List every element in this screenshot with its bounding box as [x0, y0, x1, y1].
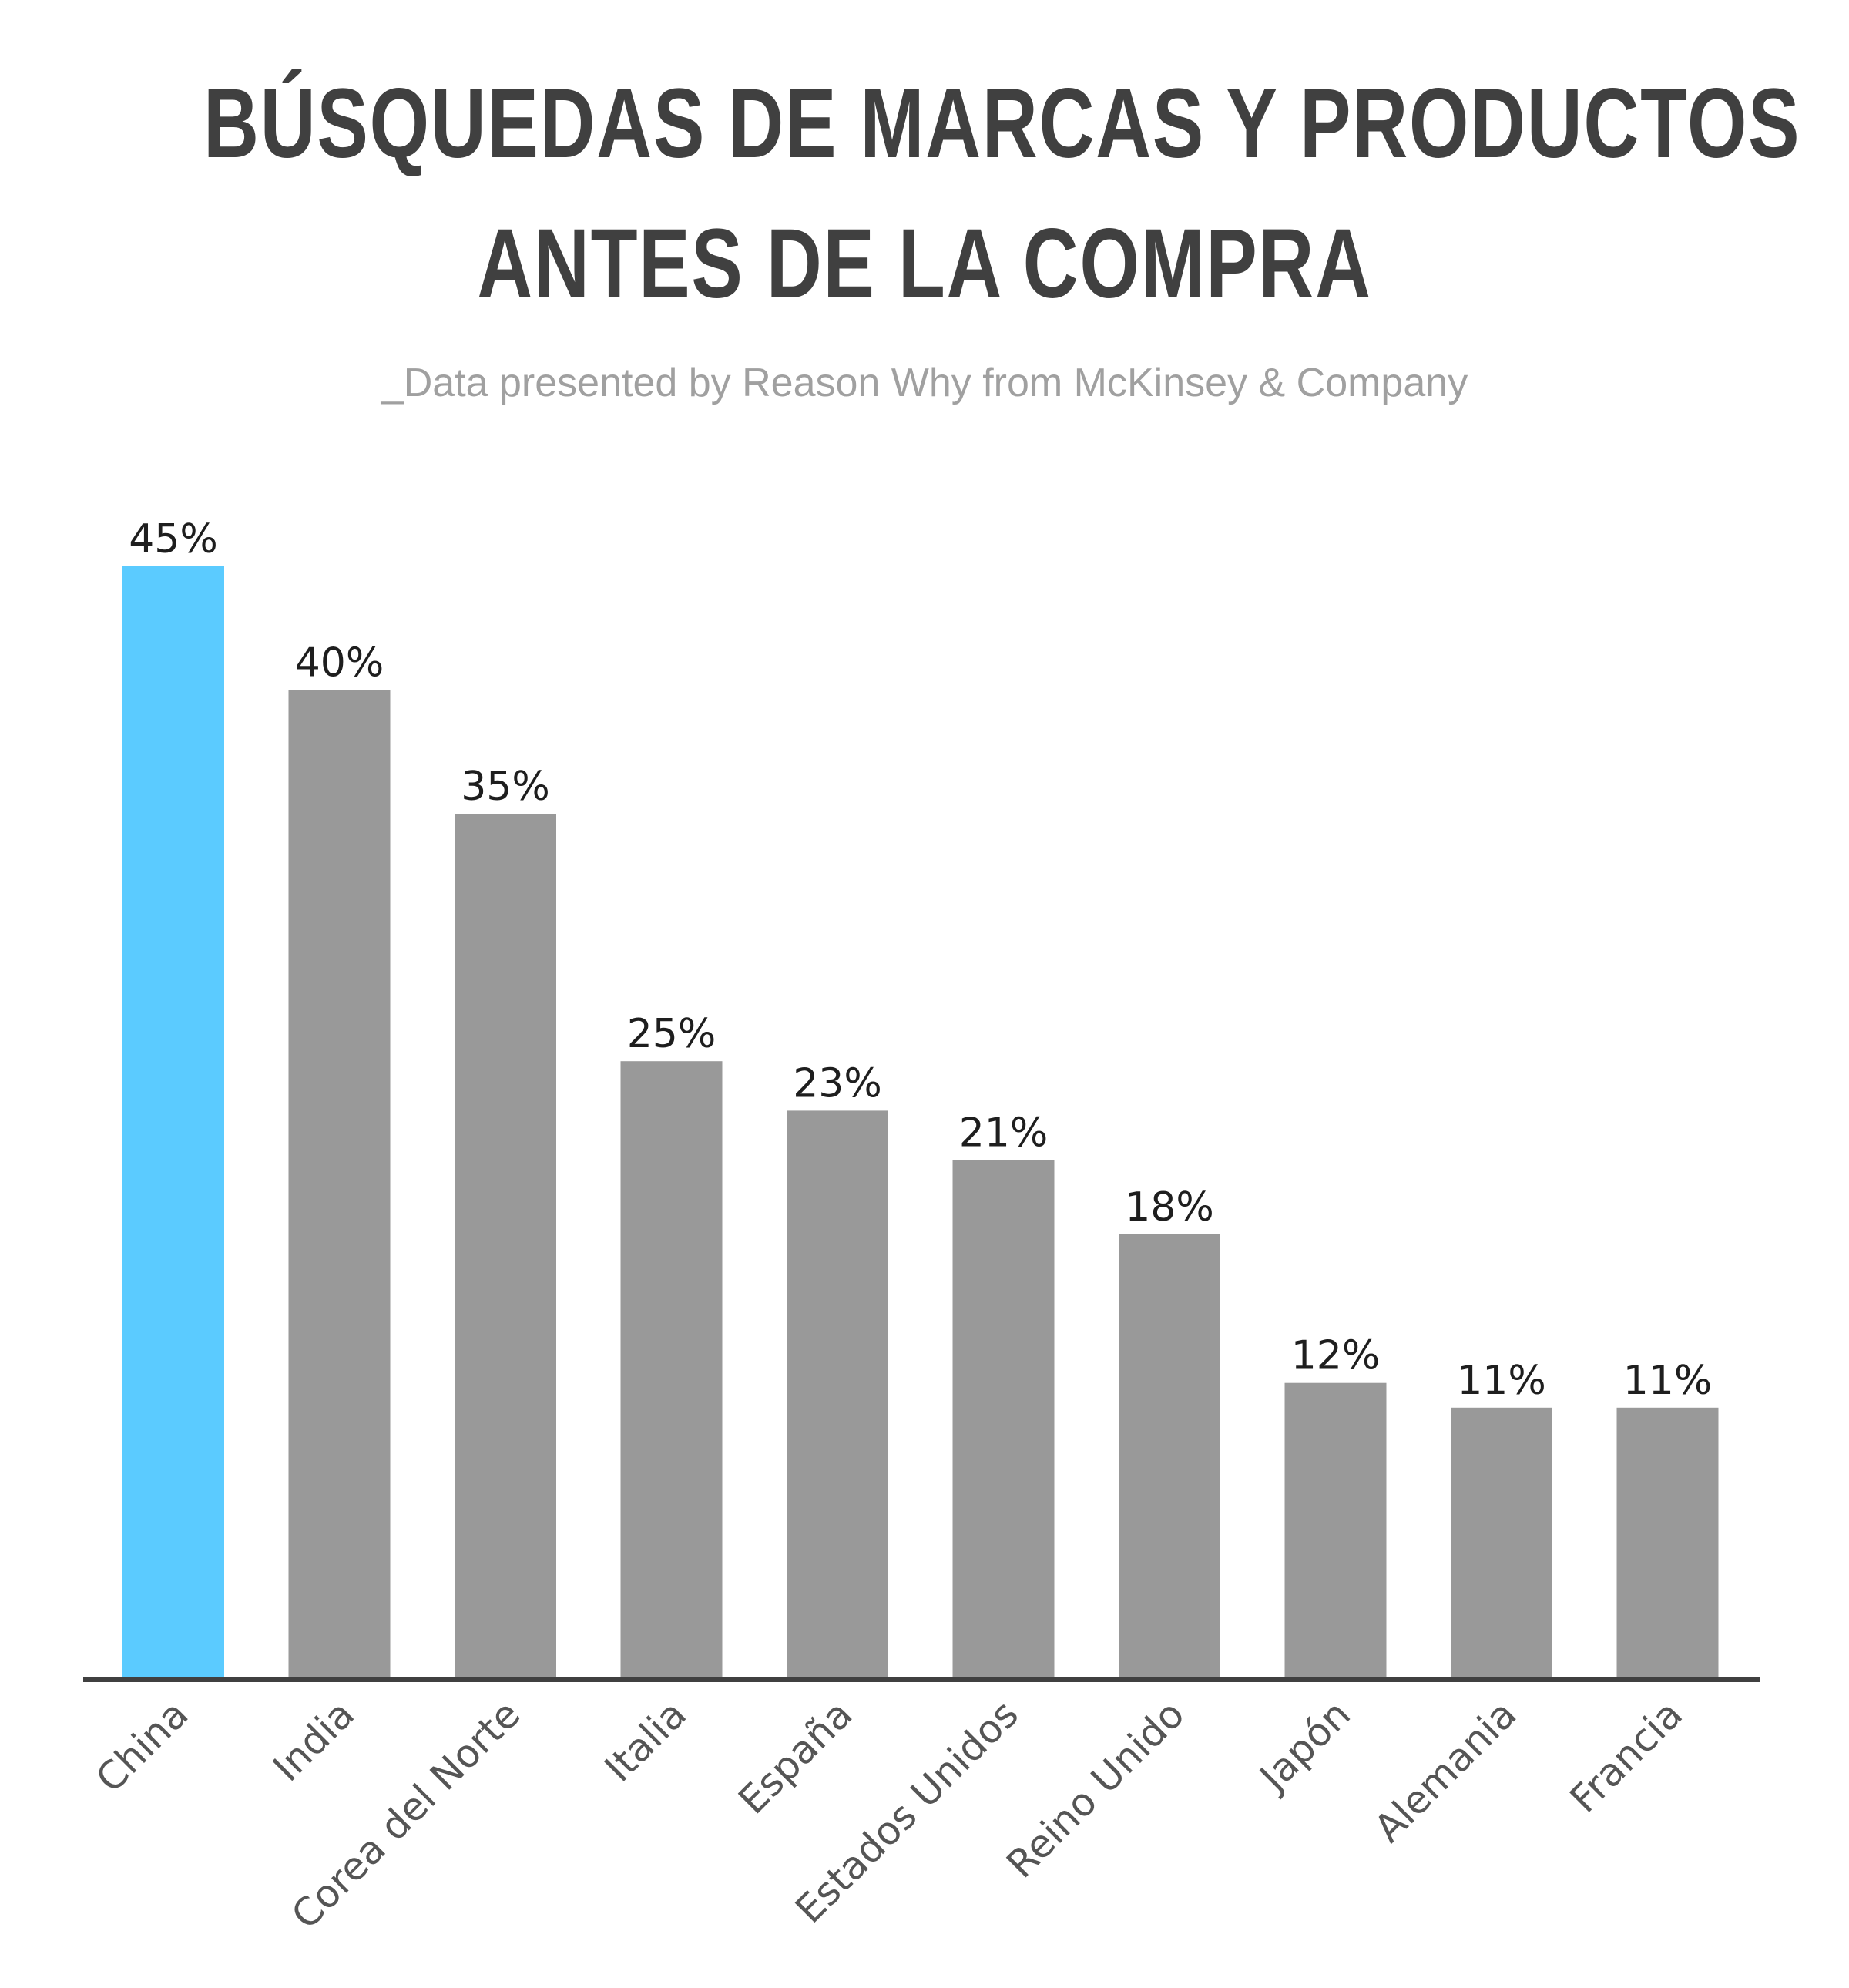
- bar-value-label: 21%: [959, 1110, 1049, 1157]
- bar-value-label: 23%: [793, 1060, 882, 1106]
- bar-value-label: 35%: [461, 764, 550, 810]
- bar-value-label: 40%: [295, 640, 384, 687]
- bar-corea-del-norte: [455, 814, 556, 1680]
- category-label: China: [87, 1691, 196, 1801]
- bar-italia: [620, 1061, 723, 1680]
- bar-value-label: 11%: [1623, 1358, 1713, 1404]
- chart-subtitle: _Data presented by Reason Why from McKin…: [381, 361, 1468, 405]
- category-label: Reino Unido: [998, 1691, 1193, 1886]
- bar-value-label: 12%: [1291, 1333, 1381, 1379]
- chart-title-line-1: BÚSQUEDAS DE MARCAS Y PRODUCTOS: [203, 69, 1801, 179]
- bar-estados-unidos: [952, 1160, 1055, 1680]
- category-label: Italia: [596, 1691, 695, 1790]
- bar-francia: [1616, 1407, 1719, 1680]
- category-label: España: [730, 1691, 861, 1822]
- bar-india: [288, 690, 391, 1680]
- category-label: India: [264, 1691, 363, 1790]
- bar-value-label: 45%: [129, 516, 218, 562]
- bar-value-label: 18%: [1125, 1184, 1214, 1231]
- bar-españa: [787, 1110, 888, 1680]
- bar-alemania: [1451, 1407, 1552, 1680]
- chart-title-line-2: ANTES DE LA COMPRA: [477, 209, 1372, 319]
- bar-value-label: 25%: [627, 1011, 716, 1057]
- category-label: Alemania: [1366, 1691, 1525, 1851]
- bar-china: [122, 566, 224, 1680]
- bar-reino-unido: [1119, 1234, 1220, 1680]
- bar-japón: [1284, 1382, 1387, 1680]
- category-label: Francia: [1562, 1691, 1691, 1821]
- category-label: Japón: [1250, 1691, 1359, 1801]
- bar-value-label: 11%: [1457, 1358, 1546, 1404]
- chart-title: BÚSQUEDAS DE MARCAS Y PRODUCTOS ANTES DE…: [203, 54, 1801, 334]
